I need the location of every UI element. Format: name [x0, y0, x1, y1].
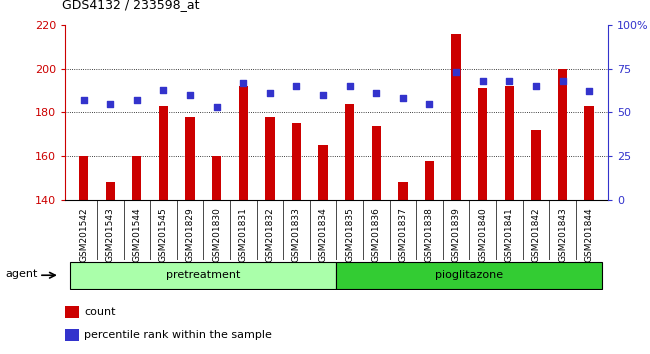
Point [371, 90, 382, 96]
Point [105, 101, 116, 107]
Bar [265, 117, 274, 200]
Bar [372, 126, 381, 200]
Text: GSM201837: GSM201837 [398, 207, 408, 262]
Text: count: count [84, 307, 116, 317]
Bar [65, 329, 79, 341]
Bar [212, 156, 221, 200]
Text: GSM201542: GSM201542 [79, 207, 88, 262]
Point [265, 90, 275, 96]
Point [478, 78, 488, 84]
Point [530, 83, 541, 89]
Text: GDS4132 / 233598_at: GDS4132 / 233598_at [62, 0, 200, 11]
Bar [504, 86, 514, 200]
Bar [318, 145, 328, 200]
Bar [398, 183, 408, 200]
Text: GSM201843: GSM201843 [558, 207, 567, 262]
Point [451, 69, 462, 75]
Bar [345, 104, 354, 200]
Bar [292, 123, 301, 200]
Bar [239, 86, 248, 200]
Point [238, 80, 248, 85]
Text: GSM201830: GSM201830 [212, 207, 221, 262]
Point [504, 78, 515, 84]
Text: GSM201543: GSM201543 [106, 207, 115, 262]
Text: GSM201838: GSM201838 [425, 207, 434, 262]
Bar [531, 130, 541, 200]
Point [318, 92, 328, 98]
Point [132, 97, 142, 103]
Bar [425, 161, 434, 200]
Text: GSM201831: GSM201831 [239, 207, 248, 262]
Text: percentile rank within the sample: percentile rank within the sample [84, 330, 272, 340]
Bar [584, 106, 594, 200]
Text: GSM201834: GSM201834 [318, 207, 328, 262]
Bar [79, 156, 88, 200]
Bar [132, 156, 142, 200]
Bar [105, 183, 115, 200]
Text: GSM201836: GSM201836 [372, 207, 381, 262]
Bar [478, 88, 488, 200]
Text: pretreatment: pretreatment [166, 270, 240, 280]
Bar [558, 69, 567, 200]
Text: GSM201839: GSM201839 [452, 207, 461, 262]
Text: GSM201841: GSM201841 [505, 207, 514, 262]
Text: GSM201832: GSM201832 [265, 207, 274, 262]
Bar [452, 34, 461, 200]
Text: GSM201829: GSM201829 [185, 207, 194, 262]
Text: pioglitazone: pioglitazone [436, 270, 504, 280]
Text: GSM201835: GSM201835 [345, 207, 354, 262]
Point [291, 83, 302, 89]
Text: GSM201545: GSM201545 [159, 207, 168, 262]
Text: GSM201833: GSM201833 [292, 207, 301, 262]
Point [398, 96, 408, 101]
Bar [70, 262, 337, 289]
Text: agent: agent [5, 269, 38, 279]
Text: GSM201844: GSM201844 [584, 207, 593, 262]
Text: GSM201840: GSM201840 [478, 207, 488, 262]
Point [424, 101, 435, 107]
Point [211, 104, 222, 110]
Bar [65, 306, 79, 318]
Text: GSM201544: GSM201544 [133, 207, 141, 262]
Point [79, 97, 89, 103]
Point [584, 88, 594, 94]
Bar [159, 106, 168, 200]
Bar [337, 262, 603, 289]
Text: GSM201842: GSM201842 [532, 207, 540, 262]
Point [557, 78, 567, 84]
Point [185, 92, 195, 98]
Bar [185, 117, 195, 200]
Point [158, 87, 168, 92]
Point [344, 83, 355, 89]
